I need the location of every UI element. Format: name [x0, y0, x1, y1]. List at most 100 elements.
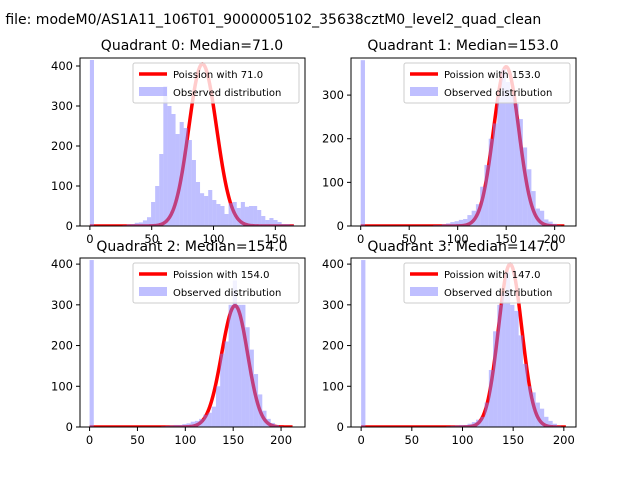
y-tick-label: 100: [322, 379, 344, 393]
y-tick-label: 200: [322, 339, 344, 353]
histogram-bar: [514, 310, 519, 427]
histogram-bar: [134, 222, 139, 226]
histogram-bar: [497, 304, 502, 427]
legend-hist-swatch: [139, 87, 167, 96]
histogram-bar: [488, 138, 493, 226]
legend-hist-label: Observed distribution: [173, 288, 281, 299]
x-tick-label: 200: [270, 433, 292, 447]
histogram-bar: [518, 335, 523, 427]
panel-quadrant-0: Quadrant 0: Median=71.0 0 50 100 150 0 100 200…: [51, 38, 306, 246]
histogram-bar: [544, 219, 549, 226]
histogram-bar: [171, 114, 176, 226]
histogram-bar: [480, 186, 485, 226]
x-tick-label: 50: [402, 232, 417, 246]
histogram-bar: [261, 216, 266, 226]
histogram-bar: [501, 68, 506, 226]
histogram-bar: [173, 424, 179, 427]
histogram-bar: [535, 208, 540, 226]
histogram-bar: [277, 222, 282, 226]
histogram-bar: [471, 210, 476, 226]
axes-frame: [350, 57, 577, 227]
histogram-bar: [258, 394, 263, 427]
legend-hist-label: Observed distribution: [173, 88, 281, 99]
histogram-bar: [224, 214, 229, 226]
x-tick-label: 150: [502, 433, 524, 447]
histogram-bar: [130, 224, 135, 226]
panel-quadrant-2: Quadrant 2: Median=154.0 0 50 100 150 200 0 10…: [51, 239, 306, 447]
legend-box: [132, 262, 300, 304]
histogram-bar: [488, 369, 494, 427]
histogram-bar: [236, 208, 241, 226]
y-tick-label: 300: [51, 298, 73, 312]
legend: Poission with 147.0 Observed distribution: [403, 262, 571, 304]
legend-fit-label: Poission with 154.0: [173, 270, 269, 281]
x-tick-label: 200: [544, 232, 566, 246]
x-tick-label: 150: [264, 232, 286, 246]
histogram-bar: [183, 128, 188, 226]
legend-hist-label: Observed distribution: [444, 288, 552, 299]
x-tick-label: 100: [174, 433, 196, 447]
histogram-bar: [285, 224, 290, 226]
legend-hist-swatch: [139, 287, 167, 296]
y-tick-label: 400: [322, 257, 344, 271]
histogram-bar: [475, 204, 481, 226]
histogram-bar: [361, 260, 366, 427]
histogram-bar: [190, 421, 195, 427]
histogram-bar: [216, 204, 221, 226]
y-tick-label: 200: [51, 139, 73, 153]
histogram-bar: [518, 119, 523, 226]
histogram-bar: [126, 224, 131, 226]
histogram-bar: [480, 416, 485, 427]
histogram-bar: [552, 223, 557, 226]
histogram-bar: [484, 164, 489, 226]
histogram-bar: [274, 424, 280, 427]
histogram-bar: [208, 190, 213, 226]
histogram-bar: [257, 210, 262, 226]
y-tick-label: 0: [66, 219, 73, 233]
axes-frame: [350, 257, 577, 428]
histogram-bar: [187, 140, 192, 226]
x-tick-label: 150: [222, 433, 244, 447]
panel-title: Quadrant 2: Median=154.0: [96, 239, 287, 255]
y-tick-label: 300: [322, 298, 344, 312]
histogram-bar: [510, 304, 515, 427]
histogram-bar: [220, 206, 225, 226]
histogram-bar: [232, 202, 237, 226]
legend-box: [403, 62, 571, 104]
x-tick-label: 100: [452, 433, 474, 447]
histogram-bar: [253, 374, 259, 427]
histogram-bar: [273, 220, 278, 226]
histogram-bar: [556, 425, 562, 427]
histogram-bar: [220, 353, 225, 427]
histogram-bar: [548, 420, 553, 427]
histogram-bar: [539, 210, 545, 226]
histogram-bar: [89, 260, 94, 427]
histogram-bar: [89, 60, 94, 226]
legend-hist-swatch: [410, 287, 438, 296]
histogram-bar: [195, 182, 201, 226]
histogram-bar: [467, 423, 472, 427]
histogram-bar: [194, 420, 200, 427]
histogram-bar: [142, 220, 148, 226]
histogram-bar: [548, 221, 553, 226]
y-tick-label: 100: [51, 179, 73, 193]
histogram-bar: [191, 160, 196, 226]
y-tick-label: 0: [337, 219, 344, 233]
legend-fit-label: Poission with 147.0: [444, 270, 540, 281]
panel-title: Quadrant 3: Median=147.0: [367, 239, 558, 255]
histogram-bar: [539, 408, 545, 427]
histogram-bar: [138, 222, 143, 226]
histogram-bar: [454, 425, 460, 427]
histogram-bar: [269, 218, 274, 226]
histogram-bar: [467, 215, 472, 226]
histogram-bar: [228, 304, 233, 427]
histogram-bar: [270, 422, 275, 427]
y-tick-label: 400: [51, 59, 73, 73]
y-tick-label: 0: [337, 420, 344, 434]
histogram-bar: [493, 331, 498, 427]
legend-hist-label: Observed distribution: [444, 88, 552, 99]
y-tick-label: 100: [51, 379, 73, 393]
histogram-bar: [463, 424, 468, 427]
histogram-bar: [151, 202, 156, 226]
